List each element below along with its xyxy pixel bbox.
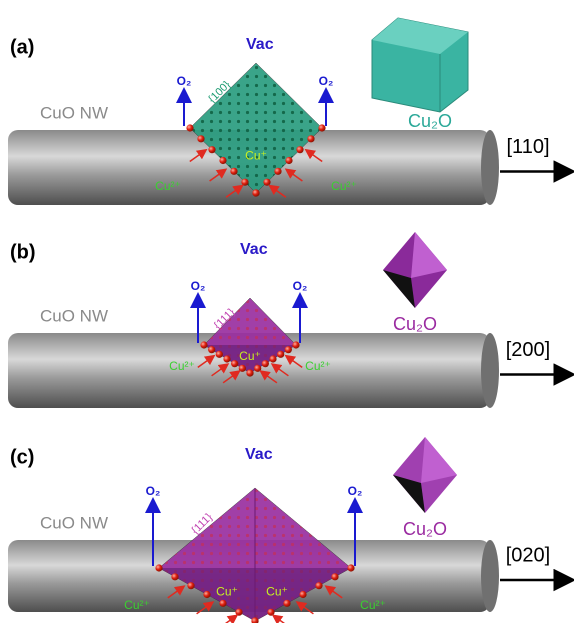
cu-ion (252, 189, 259, 196)
product-label: Cu₂O (403, 519, 447, 539)
cu-ion (285, 157, 292, 164)
cu-ion (331, 573, 338, 580)
cu-ion (197, 135, 204, 142)
cu-ion (230, 168, 237, 175)
cu-ion (186, 124, 193, 131)
cu2-label: Cu²⁺ (155, 179, 181, 193)
cu-ion (187, 582, 194, 589)
cu2o-icon-face (411, 232, 447, 278)
cu-ion (283, 600, 290, 607)
cu-ion (241, 179, 248, 186)
vac-label: Vac (245, 446, 273, 463)
cu-ion (200, 341, 207, 348)
product-label: Cu₂O (393, 314, 437, 334)
panel-label: (b) (10, 241, 36, 263)
cu-ion (223, 355, 230, 362)
cu-ion (262, 360, 269, 367)
nanowire-end (481, 130, 499, 205)
cu-ion (347, 564, 354, 571)
cu-ion (219, 600, 226, 607)
cu-ion (269, 355, 276, 362)
wire-label: CuO NW (40, 306, 108, 325)
o2-label: O₂ (191, 279, 206, 293)
o2-label: O₂ (319, 74, 334, 88)
cu-ion (296, 146, 303, 153)
cu-ion (239, 365, 246, 372)
cu-plus-label: Cu⁺ (245, 149, 267, 163)
cu-ion (219, 157, 226, 164)
cu-ion (307, 135, 314, 142)
panel-label: (c) (10, 446, 34, 468)
cu-ion (299, 591, 306, 598)
direction-label: [110] (507, 136, 550, 158)
figure: O₂O₂(a)VacCuO NW{100}Cu⁺Cu²⁺Cu²⁺Cu₂O[110… (0, 0, 574, 623)
o2-label: O₂ (177, 74, 192, 88)
o2-label: O₂ (146, 484, 161, 498)
cu2-label: Cu²⁺ (305, 359, 331, 373)
vac-label: Vac (240, 241, 268, 258)
cu-ion (315, 582, 322, 589)
cu-plus-label: Cu⁺ (216, 585, 238, 599)
cu2o-icon-face (421, 437, 457, 483)
direction-label: [020] (506, 544, 550, 566)
cu-plus-label: Cu⁺ (266, 585, 288, 599)
cu-ion (216, 351, 223, 358)
nanowire-end (481, 540, 499, 612)
wire-label: CuO NW (40, 103, 108, 122)
cu-ion (235, 609, 242, 616)
nanowire-end (481, 333, 499, 408)
panel-label: (a) (10, 36, 34, 58)
cu-ion (277, 351, 284, 358)
cu-plus-label: Cu⁺ (239, 349, 261, 363)
cu-ion (285, 346, 292, 353)
cu-ion (203, 591, 210, 598)
cu-ion (231, 360, 238, 367)
cu-ion (292, 341, 299, 348)
cu-ion (254, 365, 261, 372)
cu-ion (171, 573, 178, 580)
cu2-label: Cu²⁺ (331, 179, 357, 193)
product-label: Cu₂O (408, 111, 452, 131)
diffusion-arrow (221, 617, 235, 623)
cu-ion (274, 168, 281, 175)
cu2-label: Cu²⁺ (360, 598, 386, 612)
wire-label: CuO NW (40, 513, 108, 532)
cu-ion (208, 346, 215, 353)
cu-ion (246, 369, 253, 376)
direction-label: [200] (506, 339, 550, 361)
o2-label: O₂ (348, 484, 363, 498)
cu-ion (208, 146, 215, 153)
o2-label: O₂ (293, 279, 308, 293)
cu2-label: Cu²⁺ (124, 598, 150, 612)
cu-ion (155, 564, 162, 571)
cu-ion (267, 609, 274, 616)
cu-ion (263, 179, 270, 186)
vac-label: Vac (246, 36, 274, 53)
cu2-label: Cu²⁺ (169, 359, 195, 373)
cu-ion (318, 124, 325, 131)
diffusion-arrow (275, 617, 289, 623)
